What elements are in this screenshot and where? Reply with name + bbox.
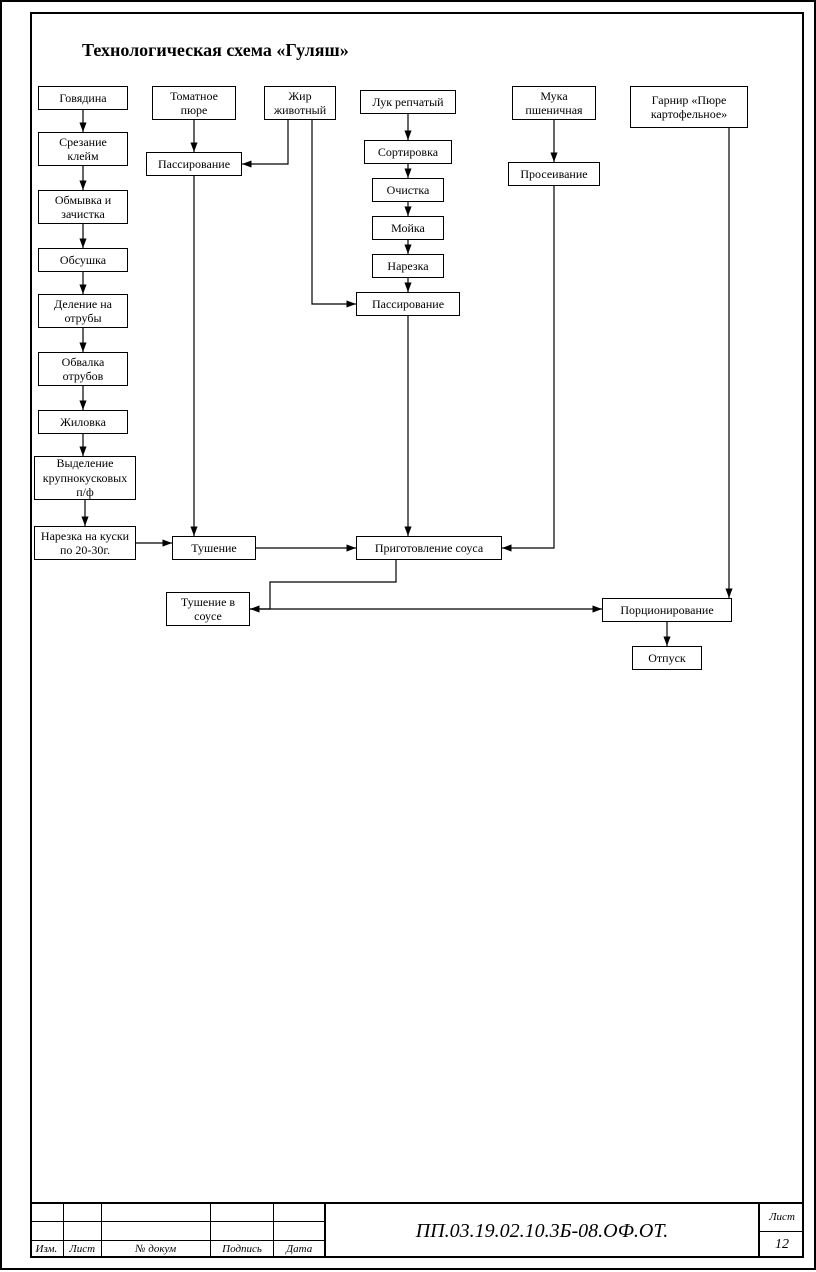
tb-h-izm: Изм. [30, 1241, 64, 1258]
node-release: Отпуск [632, 646, 702, 670]
node-wash_clean: Обмывка и зачистка [38, 190, 128, 224]
node-cut_stamps: Срезание клейм [38, 132, 128, 166]
node-onion: Лук репчатый [360, 90, 456, 114]
node-sift: Просеивание [508, 162, 600, 186]
node-flour: Мука пшеничная [512, 86, 596, 120]
node-braise: Тушение [172, 536, 256, 560]
title-block: Изм. Лист № докум Подпись Дата ПП.03.19.… [30, 1202, 804, 1258]
node-debone: Обвалка отрубов [38, 352, 128, 386]
node-wash: Мойка [372, 216, 444, 240]
node-trim: Жиловка [38, 410, 128, 434]
node-beef: Говядина [38, 86, 128, 110]
node-fat: Жир животный [264, 86, 336, 120]
tb-h-dok: № докум [102, 1241, 211, 1258]
node-divide: Деление на отрубы [38, 294, 128, 328]
node-large_pf: Выделение крупнокусковых п/ф [34, 456, 136, 500]
node-tomato: Томатное пюре [152, 86, 236, 120]
tb-h-sign: Подпись [211, 1241, 275, 1258]
node-cut_pieces: Нарезка на куски по 20-30г. [34, 526, 136, 560]
node-dry: Обсушка [38, 248, 128, 272]
tb-sheet: Лист 12 [760, 1204, 804, 1258]
node-clean: Очистка [372, 178, 444, 202]
node-pass_onion: Пассирование [356, 292, 460, 316]
tb-h-date: Дата [274, 1241, 324, 1258]
node-sauce: Приготовление соуса [356, 536, 502, 560]
node-braise_sauce: Тушение в соусе [166, 592, 250, 626]
page: Технологическая схема «Гуляш» Говядина Ср… [0, 0, 816, 1270]
node-garnish: Гарнир «Пюре картофельное» [630, 86, 748, 128]
node-slice: Нарезка [372, 254, 444, 278]
sheet-no: 12 [760, 1232, 804, 1259]
doc-number: ПП.03.19.02.10.3Б-08.ОФ.ОТ. [326, 1204, 760, 1258]
tb-h-list: Лист [64, 1241, 102, 1258]
tb-revisions: Изм. Лист № докум Подпись Дата [30, 1204, 326, 1258]
node-sort: Сортировка [364, 140, 452, 164]
node-pass_tomato: Пассирование [146, 152, 242, 176]
page-title: Технологическая схема «Гуляш» [82, 40, 349, 61]
node-portion: Порционирование [602, 598, 732, 622]
sheet-label: Лист [760, 1204, 804, 1232]
